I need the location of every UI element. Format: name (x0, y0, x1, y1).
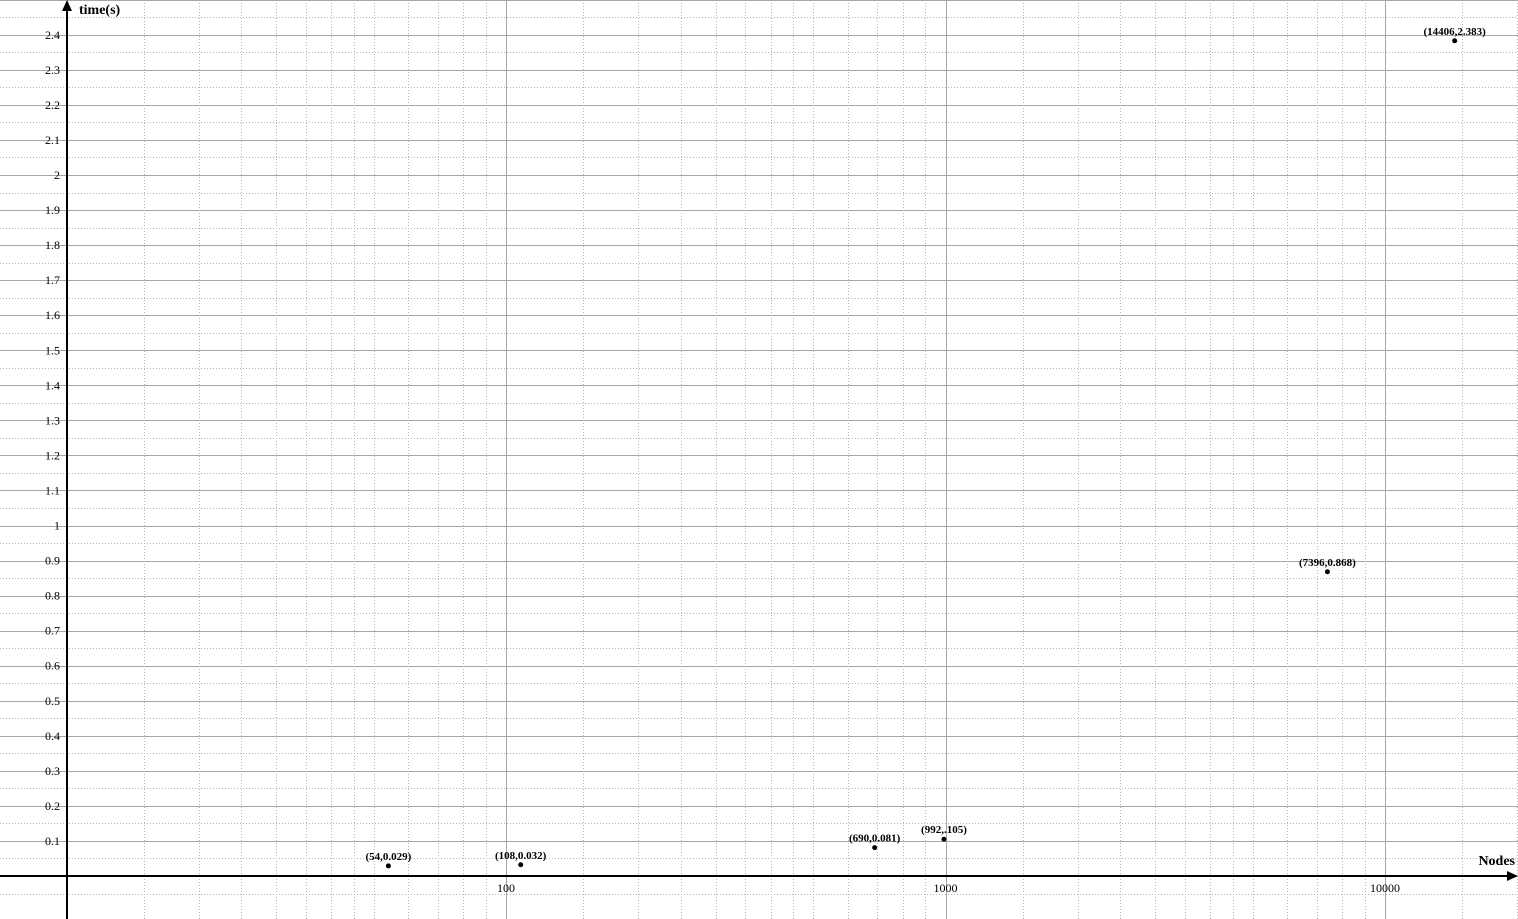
x-tick-label: 1000 (934, 881, 958, 895)
y-tick-label: 0.9 (45, 554, 60, 568)
y-tick-label: 2.2 (45, 98, 60, 112)
data-points: (54,0.029) (108,0.032) (690,0.081) (992,.10… (365, 26, 1486, 869)
y-tick-label: 0.7 (45, 624, 60, 638)
data-point-label: (14406,2.383) (1424, 26, 1487, 38)
data-point (518, 862, 524, 868)
y-tick-label: 1.9 (45, 203, 60, 217)
x-tick-label: 10000 (1370, 881, 1400, 895)
y-tick-label: 0.8 (45, 589, 60, 603)
y-tick-label: 0.4 (45, 729, 60, 743)
x-tick-label: 100 (497, 881, 515, 895)
data-point (1324, 569, 1330, 575)
x-axis-arrow-icon (1507, 871, 1518, 881)
data-point-label: (690,0.081) (849, 833, 901, 845)
data-point (941, 836, 947, 842)
data-point-label: (108,0.032) (495, 850, 547, 862)
tick-labels: 0.1 0.2 0.3 0.4 0.5 0.6 0.7 0.8 0.9 1 1.1 1.2 1.3 1.4… (45, 28, 1400, 895)
y-axis-arrow-icon (62, 0, 72, 11)
x-axis-title: Nodes (1478, 854, 1515, 869)
y-tick-label: 1.2 (45, 448, 60, 462)
data-point (385, 863, 391, 869)
data-point-label: (54,0.029) (365, 851, 411, 863)
y-tick-label: 2.3 (45, 63, 60, 77)
y-tick-label: 1.3 (45, 413, 60, 427)
y-tick-label: 1.8 (45, 238, 60, 252)
y-tick-label: 2 (54, 168, 60, 182)
y-tick-label: 1.5 (45, 343, 60, 357)
y-tick-label: 0.3 (45, 764, 60, 778)
y-tick-label: 2.4 (45, 28, 60, 42)
data-point (1452, 38, 1458, 44)
data-point-label: (992,.105) (921, 824, 967, 836)
data-point-label: (7396,0.868) (1299, 557, 1356, 569)
y-tick-label: 0.6 (45, 659, 60, 673)
data-point (872, 845, 878, 851)
y-tick-label: 1.7 (45, 273, 60, 287)
y-tick-label: 2.1 (45, 133, 60, 147)
y-tick-label: 0.2 (45, 799, 60, 813)
y-tick-label: 1 (54, 519, 60, 533)
y-tick-label: 0.1 (45, 834, 60, 848)
y-tick-label: 1.4 (45, 378, 60, 392)
y-tick-label: 1.6 (45, 308, 60, 322)
y-tick-label: 1.1 (45, 483, 60, 497)
y-tick-label: 0.5 (45, 694, 60, 708)
y-axis-title: time(s) (79, 3, 121, 18)
